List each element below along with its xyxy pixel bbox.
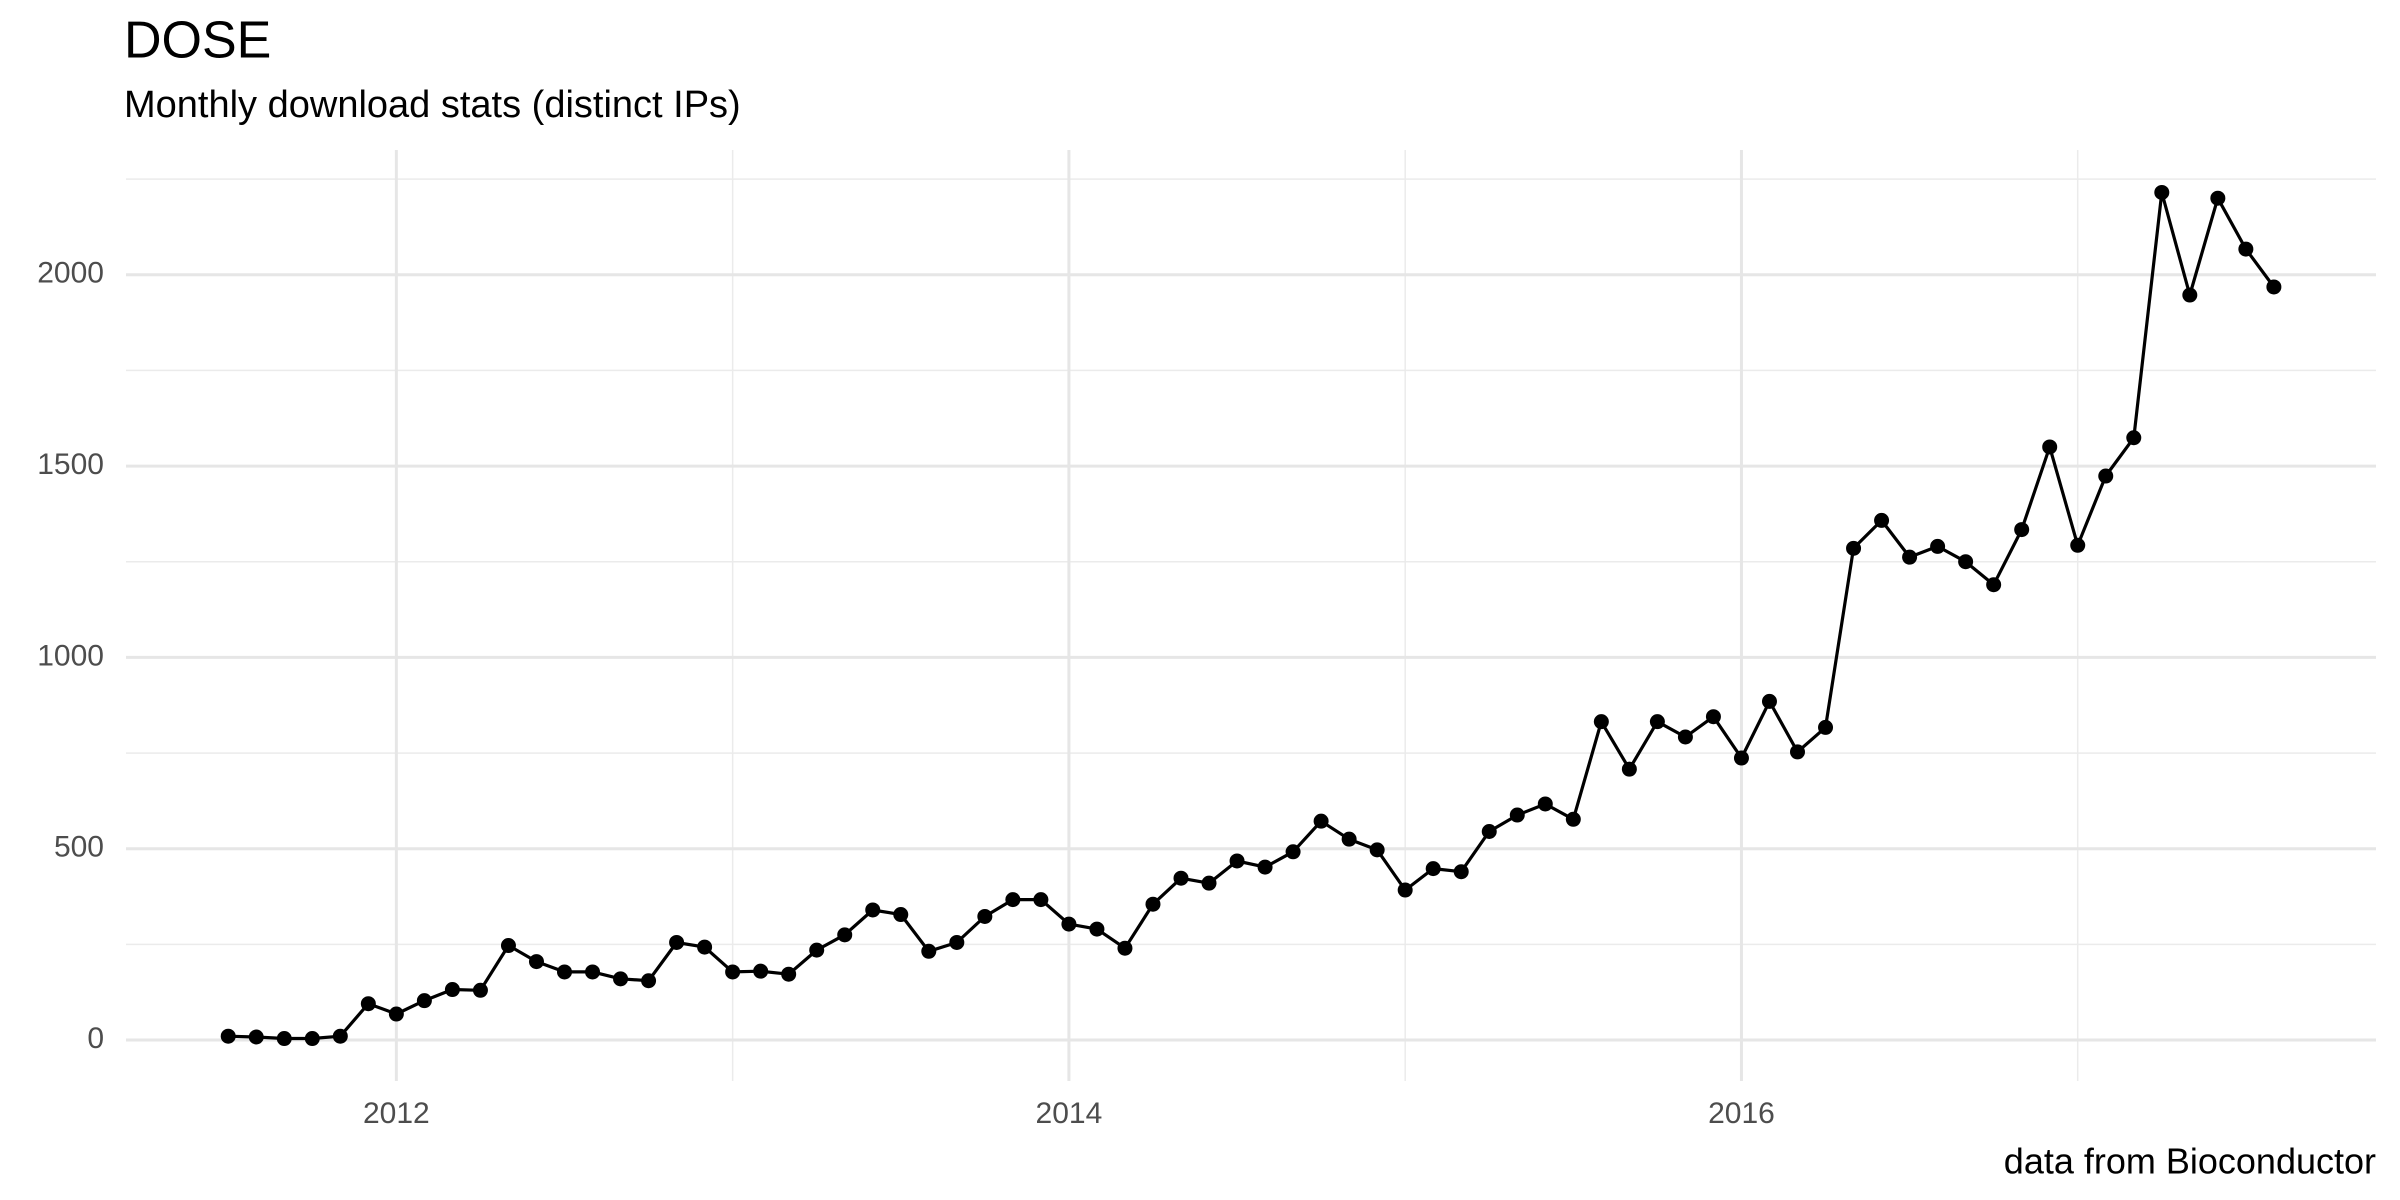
data-point bbox=[613, 971, 629, 987]
data-point bbox=[1033, 892, 1049, 908]
data-point bbox=[2238, 241, 2254, 257]
data-point bbox=[1733, 750, 1749, 766]
data-point bbox=[360, 996, 376, 1012]
data-point bbox=[1425, 861, 1441, 877]
data-point bbox=[1005, 892, 1021, 908]
data-point bbox=[1565, 811, 1581, 827]
data-point bbox=[1509, 807, 1525, 823]
data-point bbox=[1902, 549, 1918, 565]
data-point bbox=[1397, 882, 1413, 898]
data-point bbox=[1229, 853, 1245, 869]
data-point bbox=[1705, 709, 1721, 725]
data-point bbox=[725, 964, 741, 980]
data-point bbox=[893, 907, 909, 923]
data-point bbox=[1846, 540, 1862, 556]
data-point bbox=[1986, 577, 2002, 593]
data-point bbox=[1593, 714, 1609, 730]
data-point bbox=[276, 1031, 292, 1047]
data-point bbox=[1061, 916, 1077, 932]
data-point bbox=[1173, 870, 1189, 886]
data-line bbox=[228, 190, 2276, 1041]
data-point bbox=[2042, 439, 2058, 455]
data-point bbox=[1958, 554, 1974, 570]
data-point bbox=[1621, 761, 1637, 777]
data-point bbox=[472, 982, 488, 998]
y-tick-label: 500 bbox=[54, 831, 104, 864]
data-point bbox=[669, 934, 685, 950]
x-tick-label: 2012 bbox=[363, 1097, 430, 1130]
data-point bbox=[697, 939, 713, 955]
data-point bbox=[1537, 796, 1553, 812]
data-point bbox=[1341, 831, 1357, 847]
data-point bbox=[2098, 468, 2114, 484]
data-point bbox=[2154, 184, 2170, 200]
data-point bbox=[1145, 896, 1161, 912]
y-tick-label: 1000 bbox=[37, 639, 104, 672]
data-point bbox=[1089, 921, 1105, 937]
data-point bbox=[1874, 512, 1890, 528]
x-tick-label: 2014 bbox=[1036, 1097, 1103, 1130]
data-point bbox=[388, 1006, 404, 1022]
data-point bbox=[304, 1031, 320, 1047]
data-point bbox=[1677, 729, 1693, 745]
data-point bbox=[2266, 279, 2282, 295]
caption: data from Bioconductor bbox=[2004, 1141, 2376, 1182]
x-tick-label: 2016 bbox=[1708, 1097, 1775, 1130]
y-tick-label: 0 bbox=[87, 1022, 104, 1055]
data-point bbox=[1285, 844, 1301, 860]
data-point bbox=[837, 927, 853, 943]
data-point bbox=[865, 902, 881, 918]
data-point bbox=[1369, 842, 1385, 858]
data-point bbox=[1453, 864, 1469, 880]
data-point bbox=[220, 1028, 236, 1044]
data-point bbox=[1761, 693, 1777, 709]
data-point bbox=[2210, 190, 2226, 206]
y-tick-label: 2000 bbox=[37, 257, 104, 290]
data-point bbox=[949, 934, 965, 950]
data-point bbox=[2182, 287, 2198, 303]
data-point bbox=[528, 954, 544, 970]
data-point bbox=[2014, 522, 2030, 538]
data-point bbox=[416, 993, 432, 1009]
data-point bbox=[641, 973, 657, 989]
data-point bbox=[444, 982, 460, 998]
data-point bbox=[556, 964, 572, 980]
data-point bbox=[809, 942, 825, 958]
data-point bbox=[248, 1029, 264, 1045]
data-point bbox=[332, 1028, 348, 1044]
data-point bbox=[1201, 875, 1217, 891]
data-point bbox=[2070, 537, 2086, 553]
data-point bbox=[1649, 714, 1665, 730]
data-point bbox=[1313, 813, 1329, 829]
data-point bbox=[1818, 719, 1834, 735]
data-point bbox=[1117, 940, 1133, 956]
data-point bbox=[977, 908, 993, 924]
data-point bbox=[781, 966, 797, 982]
chart-subtitle: Monthly download stats (distinct IPs) bbox=[124, 84, 741, 126]
data-point bbox=[753, 963, 769, 979]
data-point bbox=[1257, 859, 1273, 875]
data-point bbox=[1481, 824, 1497, 840]
data-point bbox=[921, 943, 937, 959]
data-point bbox=[585, 964, 601, 980]
y-tick-label: 1500 bbox=[37, 448, 104, 481]
data-point bbox=[2126, 430, 2142, 446]
chart-title: DOSE bbox=[124, 12, 271, 70]
data-point bbox=[1930, 538, 1946, 554]
data-point bbox=[1789, 744, 1805, 760]
data-point bbox=[500, 938, 516, 954]
